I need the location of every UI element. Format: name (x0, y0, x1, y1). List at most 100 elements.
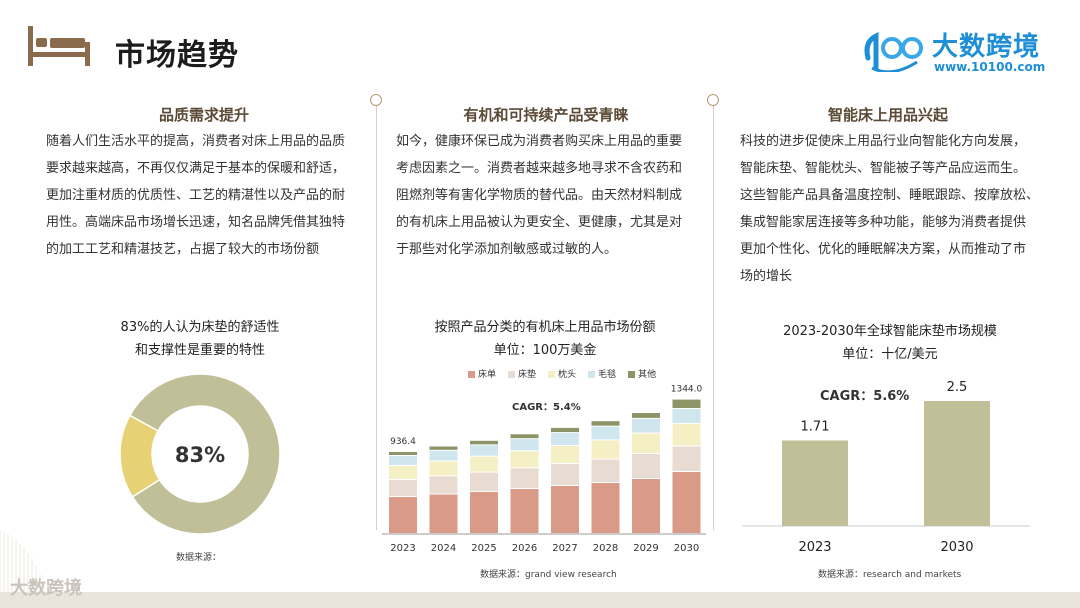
bar-2027-4 (551, 427, 579, 433)
stacked-chart-legend: 床单 床垫 枕头 毛毯 其他 (468, 367, 656, 380)
legend-label-1: 床垫 (518, 370, 537, 380)
legend-swatch-1 (508, 371, 516, 378)
x-tick-2026: 2026 (512, 543, 537, 554)
column-text-organic: 如今，健康环保已成为消费者购买床上用品的重要 考虑因素之一。消费者越来越多地寻求… (396, 134, 683, 257)
bar-2029-4 (632, 413, 660, 418)
bar-2023-2 (389, 466, 417, 479)
bar-2029-3 (632, 418, 660, 433)
page-title: 市场趋势 (115, 38, 239, 73)
data-label-2023: 936.4 (390, 437, 416, 447)
donut-center-label: 83% (175, 443, 225, 467)
bar-2025-1 (470, 472, 498, 491)
bar-2026-1 (510, 468, 539, 488)
bar-2030-4 (672, 399, 701, 408)
bar-2027-0 (551, 486, 579, 533)
bar-2025-3 (470, 445, 498, 456)
donut-chart-source: 数据来源： (176, 553, 222, 563)
bar-2025-4 (470, 440, 498, 445)
donut-slice-1 (119, 414, 161, 498)
bar-2023-1 (389, 480, 417, 496)
bar-2026-2 (510, 451, 539, 468)
donut-chart-title: 83%的人认为床垫的舒适性 和支撑性是重要的特性 (120, 320, 280, 358)
column-heading-quality: 品质需求提升 (158, 106, 249, 124)
stacked-chart-title: 按照产品分类的有机床上用品市场份额 单位：100万美金 (434, 320, 656, 358)
column-divider-2 (713, 100, 714, 530)
bar-2030-3 (672, 409, 701, 423)
value-label-2023: 1.71 (801, 420, 830, 435)
bar-2024-4 (429, 446, 458, 450)
bar-2026-0 (510, 489, 539, 533)
bar-2024-3 (429, 450, 458, 461)
cagr-annotation: CAGR：5.4% (512, 402, 581, 413)
bar-2030-0 (672, 472, 701, 533)
legend-item-4: 其他 (628, 367, 656, 380)
bar-2025-0 (470, 492, 498, 533)
bar-2029-2 (632, 433, 660, 453)
bar-2028-1 (591, 459, 620, 482)
legend-swatch-0 (468, 371, 475, 378)
brand-logo: 大数跨境 www.10100.com (862, 22, 1062, 78)
bar-2023-4 (389, 452, 417, 455)
bar-2025-2 (470, 456, 498, 472)
column-text-smart: 科技的进步促使床上用品行业向智能化方向发展， 智能床垫、智能枕头、智能被子等产品… (740, 134, 1040, 284)
legend-item-2: 枕头 (548, 367, 576, 380)
smart-chart-title: 2023-2030年全球智能床垫市场规模 单位：十亿/美元 (783, 324, 997, 362)
bar-2024-0 (429, 494, 458, 533)
legend-item-1: 床垫 (508, 367, 536, 380)
smart-chart-source: 数据来源：research and markets (818, 570, 962, 580)
donut-chart: 83% (119, 373, 281, 535)
x-tick-2025: 2025 (471, 543, 496, 554)
legend-label-0: 床单 (478, 370, 497, 380)
legend-item-0: 床单 (468, 367, 496, 380)
x-tick-2024: 2024 (431, 543, 456, 554)
bar-2028-4 (591, 421, 620, 426)
footer-watermark: 大数跨境 (10, 578, 82, 599)
bar-2027-1 (551, 464, 579, 485)
bar-2027-2 (551, 446, 579, 463)
bar-2029-0 (632, 479, 660, 533)
bar-2027-3 (551, 433, 579, 445)
smart-mattress-bar-chart: 1.71 2023 2.5 2030 CAGR：5.6% (742, 380, 1030, 555)
data-label-2030: 1344.0 (671, 385, 703, 395)
brand-mark-icon (864, 31, 923, 72)
bar-2023-0 (389, 497, 417, 533)
stacked-chart-source: 数据来源：grand view research (480, 570, 617, 580)
brand-name: 大数跨境 (932, 32, 1041, 62)
bar-2023-3 (389, 456, 417, 465)
bar-2026-3 (510, 439, 539, 451)
legend-swatch-4 (628, 371, 636, 378)
legend-swatch-3 (588, 371, 596, 378)
x-tick-2030: 2030 (674, 543, 699, 554)
brand-url[interactable]: www.10100.com (934, 60, 1046, 74)
column-heading-organic: 有机和可持续产品受青睐 (463, 106, 629, 124)
x-tick-2028: 2028 (593, 543, 618, 554)
divider-ring-2 (707, 94, 719, 106)
bar-2030-1 (672, 446, 701, 471)
legend-swatch-2 (548, 371, 556, 378)
bed-icon (28, 26, 90, 66)
cagr-annotation: CAGR：5.6% (820, 389, 909, 404)
value-label-2030: 2.5 (947, 380, 968, 395)
bar-2024-1 (429, 476, 458, 494)
bar-2026-4 (510, 434, 539, 439)
column-divider-1 (376, 100, 377, 530)
x-tick-2023: 2023 (798, 540, 831, 555)
column-text-quality: 随着人们生活水平的提高，消费者对床上用品的品质 要求越来越高，不再仅仅满足于基本… (46, 134, 346, 257)
bar-2029-1 (632, 454, 660, 478)
legend-item-3: 毛毯 (588, 367, 616, 380)
x-tick-2030: 2030 (940, 540, 973, 555)
x-tick-2023: 2023 (390, 543, 415, 554)
legend-label-3: 毛毯 (598, 370, 617, 380)
divider-ring-1 (370, 94, 382, 106)
stacked-bar-chart: 2023 936.4 2024 2025 2026 2027 2028 2029 2030 134… (382, 385, 706, 554)
legend-label-4: 其他 (638, 370, 657, 380)
bar-2030 (924, 401, 990, 526)
column-heading-smart: 智能床上用品兴起 (827, 106, 948, 124)
donut-slice-0 (128, 373, 281, 535)
x-tick-2029: 2029 (633, 543, 658, 554)
bar-2028-3 (591, 426, 620, 440)
bar-2024-2 (429, 461, 458, 476)
bar-2030-2 (672, 424, 701, 446)
bar-2028-2 (591, 440, 620, 459)
bar-2028-0 (591, 483, 620, 533)
